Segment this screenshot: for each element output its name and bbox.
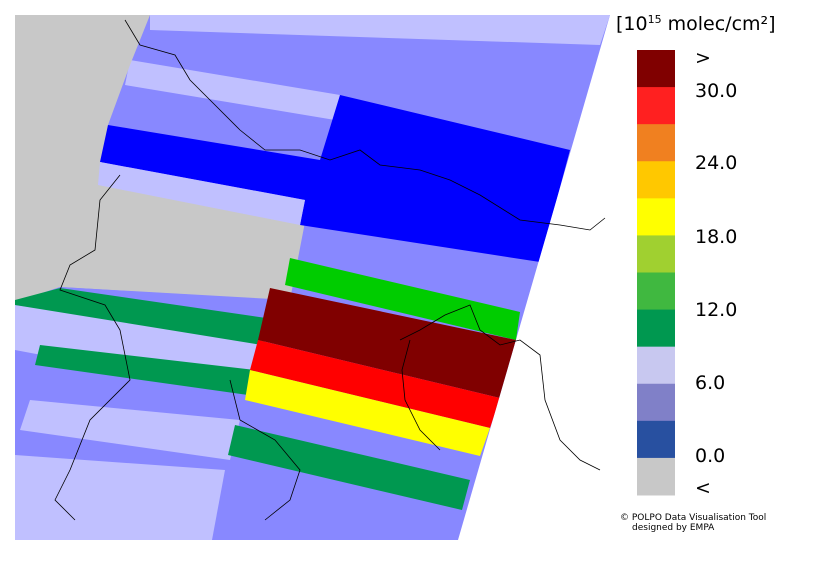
legend-title: [1015 molec/cm²]	[616, 13, 776, 35]
legend	[637, 50, 675, 496]
no-data-area	[15, 15, 305, 302]
border	[229, 379, 301, 521]
band	[258, 288, 516, 398]
legend-label: 6.0	[695, 372, 725, 394]
legend-swatch	[637, 198, 675, 236]
band	[285, 258, 520, 340]
legend-label: 0.0	[695, 445, 725, 467]
satellite-swath	[15, 15, 610, 540]
band	[98, 162, 305, 225]
band	[15, 455, 225, 540]
band	[100, 95, 570, 262]
band	[35, 345, 255, 395]
band	[20, 400, 240, 460]
band	[228, 425, 470, 510]
legend-title-suffix: molec/cm²]	[662, 13, 776, 35]
credit: © POLPO Data Visualisation Tool	[620, 513, 766, 523]
legend-swatch	[637, 383, 675, 422]
legend-swatch	[637, 420, 675, 459]
band	[150, 15, 610, 45]
legend-swatch	[637, 309, 675, 348]
credit: designed by EMPA	[632, 523, 715, 533]
legend-label: 12.0	[695, 299, 737, 321]
legend-label: 18.0	[695, 226, 737, 248]
band	[125, 60, 340, 120]
band	[245, 370, 490, 456]
legend-swatch	[637, 272, 675, 311]
legend-swatch	[637, 87, 675, 125]
legend-title-exponent: 15	[648, 13, 662, 26]
coastline	[399, 304, 601, 471]
legend-label: >	[695, 47, 711, 69]
legend-swatch	[637, 235, 675, 273]
legend-swatch	[637, 457, 675, 496]
legend-swatch	[637, 124, 675, 162]
legend-label: <	[695, 477, 711, 499]
legend-title-prefix: [10	[616, 13, 648, 35]
legend-label: 30.0	[695, 80, 737, 102]
band	[250, 340, 500, 428]
legend-swatch	[637, 50, 675, 88]
legend-swatch	[637, 346, 675, 385]
border	[124, 19, 606, 231]
legend-label: 24.0	[695, 152, 737, 174]
legend-swatch	[637, 161, 675, 199]
border	[54, 174, 131, 521]
band	[15, 288, 280, 345]
coastline	[401, 339, 441, 451]
